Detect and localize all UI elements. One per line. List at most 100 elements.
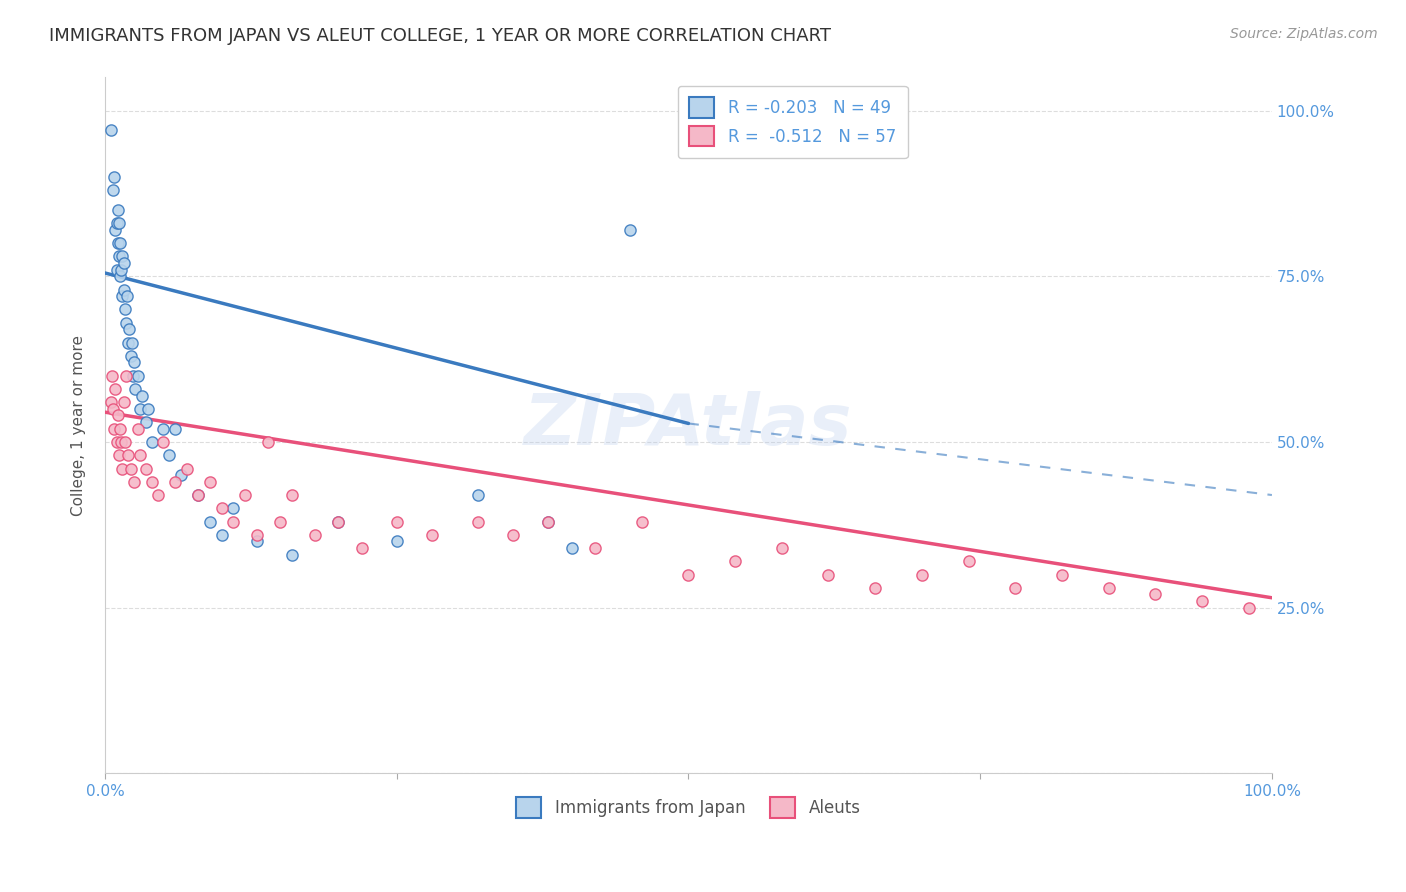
Point — [118, 322, 141, 336]
Point — [1144, 587, 1167, 601]
Point — [157, 448, 180, 462]
Point — [127, 422, 149, 436]
Point — [122, 355, 145, 369]
Point — [537, 515, 560, 529]
Point — [385, 534, 408, 549]
Point — [112, 256, 135, 270]
Point — [176, 461, 198, 475]
Point — [105, 216, 128, 230]
Point — [129, 401, 152, 416]
Point — [152, 422, 174, 436]
Point — [114, 302, 136, 317]
Point — [115, 368, 138, 383]
Point — [141, 435, 163, 450]
Point — [211, 528, 233, 542]
Point — [911, 567, 934, 582]
Point — [110, 435, 132, 450]
Legend: Immigrants from Japan, Aleuts: Immigrants from Japan, Aleuts — [509, 790, 868, 824]
Point — [105, 262, 128, 277]
Point — [163, 475, 186, 489]
Point — [385, 515, 408, 529]
Point — [280, 548, 302, 562]
Point — [101, 368, 124, 383]
Point — [111, 461, 134, 475]
Point — [101, 183, 124, 197]
Point — [103, 169, 125, 184]
Point — [112, 395, 135, 409]
Point — [863, 581, 886, 595]
Point — [108, 249, 131, 263]
Point — [817, 567, 839, 582]
Point — [107, 409, 129, 423]
Y-axis label: College, 1 year or more: College, 1 year or more — [72, 334, 86, 516]
Point — [131, 389, 153, 403]
Point — [269, 515, 291, 529]
Point — [101, 401, 124, 416]
Point — [233, 488, 256, 502]
Point — [420, 528, 443, 542]
Text: ZIPAtlas: ZIPAtlas — [524, 391, 852, 460]
Point — [114, 435, 136, 450]
Point — [100, 395, 122, 409]
Point — [100, 123, 122, 137]
Point — [127, 368, 149, 383]
Point — [115, 316, 138, 330]
Point — [115, 289, 138, 303]
Point — [120, 349, 142, 363]
Point — [152, 435, 174, 450]
Point — [198, 515, 221, 529]
Point — [110, 262, 132, 277]
Point — [630, 515, 652, 529]
Point — [1237, 600, 1260, 615]
Point — [117, 335, 139, 350]
Point — [111, 249, 134, 263]
Point — [136, 401, 159, 416]
Point — [1191, 594, 1213, 608]
Point — [1097, 581, 1119, 595]
Point — [467, 515, 489, 529]
Point — [163, 422, 186, 436]
Point — [135, 415, 157, 429]
Point — [108, 216, 131, 230]
Point — [187, 488, 209, 502]
Point — [1004, 581, 1026, 595]
Point — [120, 461, 142, 475]
Point — [537, 515, 560, 529]
Point — [146, 488, 169, 502]
Point — [619, 223, 641, 237]
Point — [724, 554, 747, 568]
Point — [1050, 567, 1073, 582]
Point — [141, 475, 163, 489]
Point — [108, 422, 131, 436]
Point — [170, 468, 193, 483]
Point — [108, 236, 131, 251]
Point — [257, 435, 280, 450]
Point — [108, 269, 131, 284]
Point — [198, 475, 221, 489]
Point — [304, 528, 326, 542]
Point — [105, 435, 128, 450]
Point — [561, 541, 583, 555]
Point — [467, 488, 489, 502]
Text: IMMIGRANTS FROM JAPAN VS ALEUT COLLEGE, 1 YEAR OR MORE CORRELATION CHART: IMMIGRANTS FROM JAPAN VS ALEUT COLLEGE, … — [49, 27, 831, 45]
Point — [187, 488, 209, 502]
Point — [108, 448, 131, 462]
Point — [129, 448, 152, 462]
Point — [103, 422, 125, 436]
Point — [350, 541, 373, 555]
Point — [117, 448, 139, 462]
Point — [328, 515, 350, 529]
Point — [112, 283, 135, 297]
Point — [124, 382, 146, 396]
Point — [135, 461, 157, 475]
Point — [104, 223, 127, 237]
Point — [107, 236, 129, 251]
Point — [583, 541, 606, 555]
Point — [678, 567, 700, 582]
Point — [502, 528, 524, 542]
Point — [280, 488, 302, 502]
Point — [222, 515, 245, 529]
Point — [104, 382, 127, 396]
Point — [328, 515, 350, 529]
Point — [246, 528, 269, 542]
